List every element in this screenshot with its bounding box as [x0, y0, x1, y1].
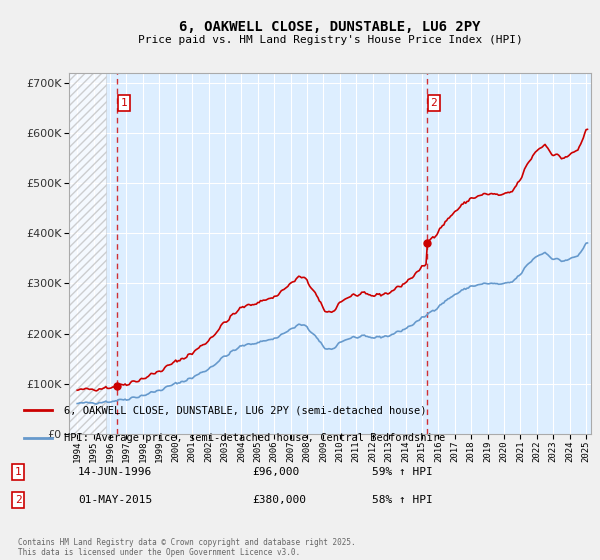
Text: 14-JUN-1996: 14-JUN-1996	[78, 467, 152, 477]
Text: 6, OAKWELL CLOSE, DUNSTABLE, LU6 2PY (semi-detached house): 6, OAKWELL CLOSE, DUNSTABLE, LU6 2PY (se…	[64, 405, 427, 416]
Text: Contains HM Land Registry data © Crown copyright and database right 2025.
This d: Contains HM Land Registry data © Crown c…	[18, 538, 356, 557]
Text: £96,000: £96,000	[252, 467, 299, 477]
Text: 6, OAKWELL CLOSE, DUNSTABLE, LU6 2PY: 6, OAKWELL CLOSE, DUNSTABLE, LU6 2PY	[179, 20, 481, 34]
Text: 2: 2	[14, 495, 22, 505]
Text: 2: 2	[431, 98, 437, 108]
Text: 1: 1	[121, 98, 127, 108]
Text: £380,000: £380,000	[252, 495, 306, 505]
Text: Price paid vs. HM Land Registry's House Price Index (HPI): Price paid vs. HM Land Registry's House …	[137, 35, 523, 45]
Text: 1: 1	[14, 467, 22, 477]
Text: 01-MAY-2015: 01-MAY-2015	[78, 495, 152, 505]
Text: HPI: Average price, semi-detached house, Central Bedfordshire: HPI: Average price, semi-detached house,…	[64, 433, 445, 442]
Text: 59% ↑ HPI: 59% ↑ HPI	[372, 467, 433, 477]
Text: 58% ↑ HPI: 58% ↑ HPI	[372, 495, 433, 505]
